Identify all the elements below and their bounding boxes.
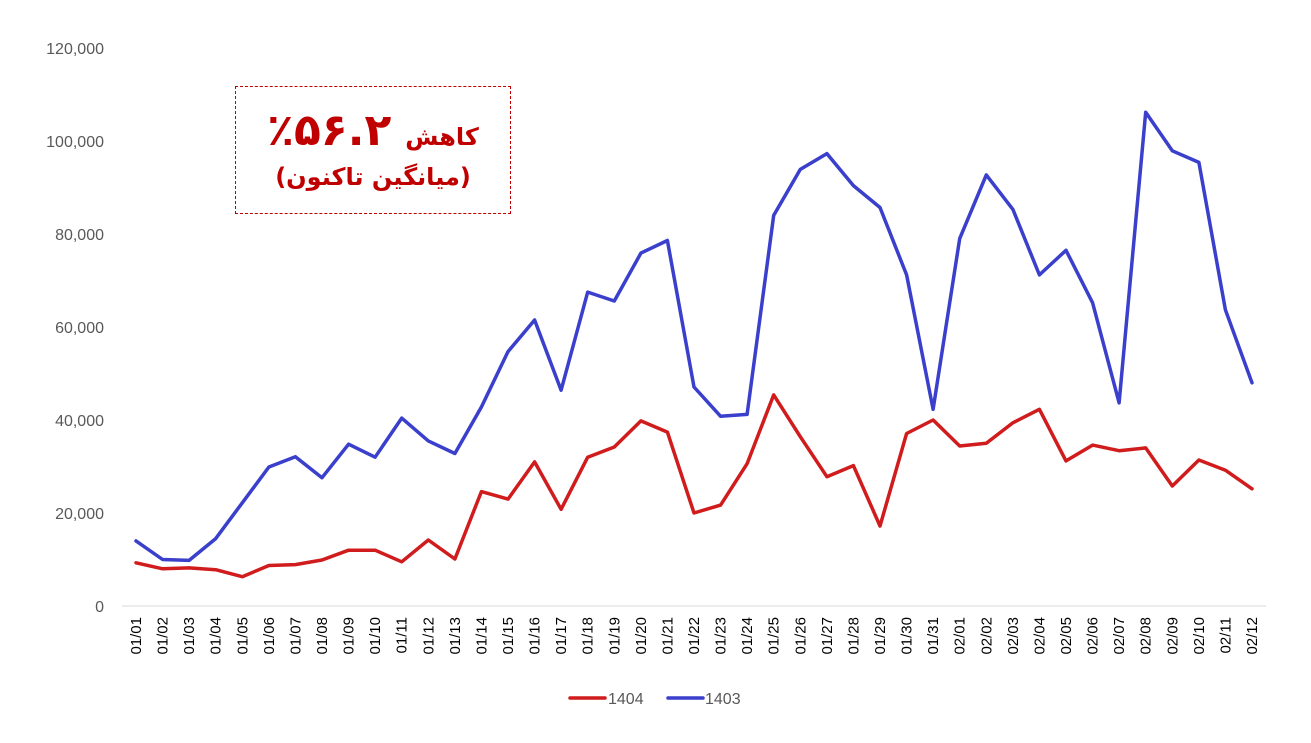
x-tick-label: 02/11: [1217, 617, 1234, 653]
x-tick-label: 01/04: [208, 617, 225, 655]
x-tick-label: 01/19: [606, 617, 623, 655]
x-tick-label: 01/05: [234, 617, 251, 655]
x-tick-label: 02/09: [1164, 617, 1181, 655]
y-tick-label: 100,000: [46, 134, 104, 151]
y-tick-label: 0: [95, 599, 104, 616]
y-tick-label: 20,000: [55, 506, 104, 523]
annotation-headline: کاهش ٪۵۶.۲: [267, 109, 479, 153]
y-tick-label: 80,000: [55, 227, 104, 244]
annotation-value: ٪۵۶.۲: [267, 105, 392, 156]
x-tick-label: 01/16: [527, 617, 544, 655]
x-tick-label: 01/18: [580, 617, 597, 655]
x-tick-label: 02/10: [1191, 617, 1208, 655]
x-tick-label: 01/03: [181, 617, 198, 655]
x-tick-label: 01/13: [447, 617, 464, 655]
x-tick-label: 02/12: [1244, 617, 1261, 655]
annotation-subtitle: (میانگین تاکنون): [275, 163, 471, 191]
x-tick-label: 02/04: [1031, 617, 1048, 655]
x-tick-label: 01/24: [739, 617, 756, 655]
legend-label-1403: 1403: [705, 691, 741, 708]
x-tick-label: 01/21: [659, 617, 676, 655]
legend: 1404 1403: [568, 691, 741, 708]
x-tick-label: 01/10: [367, 617, 384, 655]
annotation-box: کاهش ٪۵۶.۲ (میانگین تاکنون): [235, 86, 511, 214]
x-tick-label: 01/02: [155, 617, 172, 655]
annotation-word: کاهش: [405, 123, 479, 151]
x-tick-label: 01/23: [713, 617, 730, 655]
x-tick-label: 01/30: [899, 617, 916, 655]
y-tick-label: 120,000: [46, 41, 104, 58]
x-tick-label: 02/03: [1005, 617, 1022, 655]
y-axis: 0 20,000 40,000 60,000 80,000 100,000 120,000: [46, 41, 104, 616]
x-tick-label: 01/08: [314, 617, 331, 655]
x-tick-label: 01/31: [925, 617, 942, 655]
y-tick-label: 60,000: [55, 320, 104, 337]
legend-label-1404: 1404: [608, 691, 644, 708]
x-tick-label: 01/20: [633, 617, 650, 655]
x-tick-label: 02/02: [978, 617, 995, 655]
x-tick-label: 01/17: [553, 617, 570, 655]
x-tick-label: 02/08: [1138, 617, 1155, 655]
x-tick-label: 02/06: [1085, 617, 1102, 655]
x-tick-label: 01/09: [341, 617, 358, 655]
x-axis: 01/01 01/02 01/03 01/04 01/05 01/06 01/07 01/08…: [128, 617, 1261, 655]
x-tick-label: 01/15: [500, 617, 517, 655]
x-tick-label: 01/29: [872, 617, 889, 655]
series-line-1404: [134, 393, 1254, 579]
x-tick-label: 01/06: [261, 617, 278, 655]
series-layer: [134, 110, 1254, 579]
x-tick-label: 02/01: [952, 617, 969, 655]
y-tick-label: 40,000: [55, 413, 104, 430]
x-tick-label: 01/12: [420, 617, 437, 655]
x-tick-label: 01/25: [766, 617, 783, 655]
x-tick-label: 01/27: [819, 617, 836, 655]
x-tick-label: 01/26: [792, 617, 809, 655]
x-tick-label: 02/07: [1111, 617, 1128, 655]
series-line-1403: [134, 110, 1254, 563]
x-tick-label: 01/22: [686, 617, 703, 655]
x-tick-label: 01/14: [473, 617, 490, 655]
x-tick-label: 01/28: [845, 617, 862, 655]
x-tick-label: 02/05: [1058, 617, 1075, 655]
x-tick-label: 01/01: [128, 617, 145, 655]
x-tick-label: 01/11: [394, 617, 411, 653]
x-tick-label: 01/07: [287, 617, 304, 655]
